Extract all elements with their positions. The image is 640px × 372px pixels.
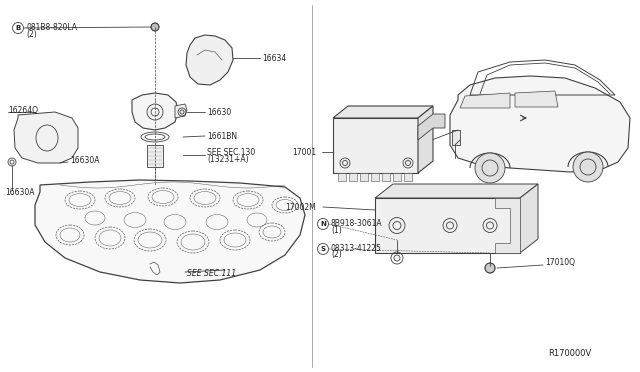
Polygon shape (132, 93, 178, 130)
Text: 16630A: 16630A (5, 187, 35, 196)
Polygon shape (520, 184, 538, 253)
Polygon shape (14, 112, 78, 163)
Polygon shape (460, 93, 510, 108)
Text: 16630: 16630 (207, 108, 231, 116)
Text: 1661BN: 1661BN (207, 131, 237, 141)
Polygon shape (393, 173, 401, 181)
Polygon shape (495, 198, 520, 253)
Polygon shape (35, 180, 305, 283)
Text: (2): (2) (26, 29, 36, 38)
Polygon shape (515, 91, 558, 107)
Polygon shape (371, 173, 379, 181)
Text: (13231+A): (13231+A) (207, 154, 248, 164)
Polygon shape (333, 118, 418, 173)
Circle shape (151, 23, 159, 31)
Text: SEE SEC.111: SEE SEC.111 (187, 269, 236, 278)
Polygon shape (186, 35, 233, 85)
Polygon shape (338, 173, 346, 181)
Text: 08313-41225: 08313-41225 (331, 244, 382, 253)
Polygon shape (349, 173, 357, 181)
Polygon shape (375, 184, 538, 198)
Circle shape (475, 153, 505, 183)
Text: N: N (320, 221, 326, 227)
Text: 16264Q: 16264Q (8, 106, 38, 115)
Text: (2): (2) (331, 250, 342, 260)
Text: B: B (15, 25, 20, 31)
Polygon shape (404, 173, 412, 181)
Text: 8B918-3061A: 8B918-3061A (331, 218, 383, 228)
Text: R170000V: R170000V (548, 349, 591, 357)
Text: 17010Q: 17010Q (545, 259, 575, 267)
Circle shape (573, 152, 603, 182)
Text: 17001: 17001 (292, 148, 316, 157)
Bar (452, 130, 460, 145)
Polygon shape (333, 106, 433, 118)
Polygon shape (375, 198, 520, 253)
Polygon shape (175, 104, 187, 118)
Text: 16630A: 16630A (70, 155, 99, 164)
Text: 17002M: 17002M (285, 202, 316, 212)
Text: 16634: 16634 (262, 54, 286, 62)
Polygon shape (382, 173, 390, 181)
Text: SEE SEC.130: SEE SEC.130 (207, 148, 255, 157)
Bar (147, 145, 163, 167)
Polygon shape (450, 76, 630, 172)
Polygon shape (360, 173, 368, 181)
Polygon shape (418, 106, 433, 173)
Text: S: S (321, 246, 326, 252)
Circle shape (485, 263, 495, 273)
Polygon shape (418, 114, 445, 140)
Text: 081B8-820LA: 081B8-820LA (26, 22, 77, 32)
Text: (1): (1) (331, 225, 342, 234)
